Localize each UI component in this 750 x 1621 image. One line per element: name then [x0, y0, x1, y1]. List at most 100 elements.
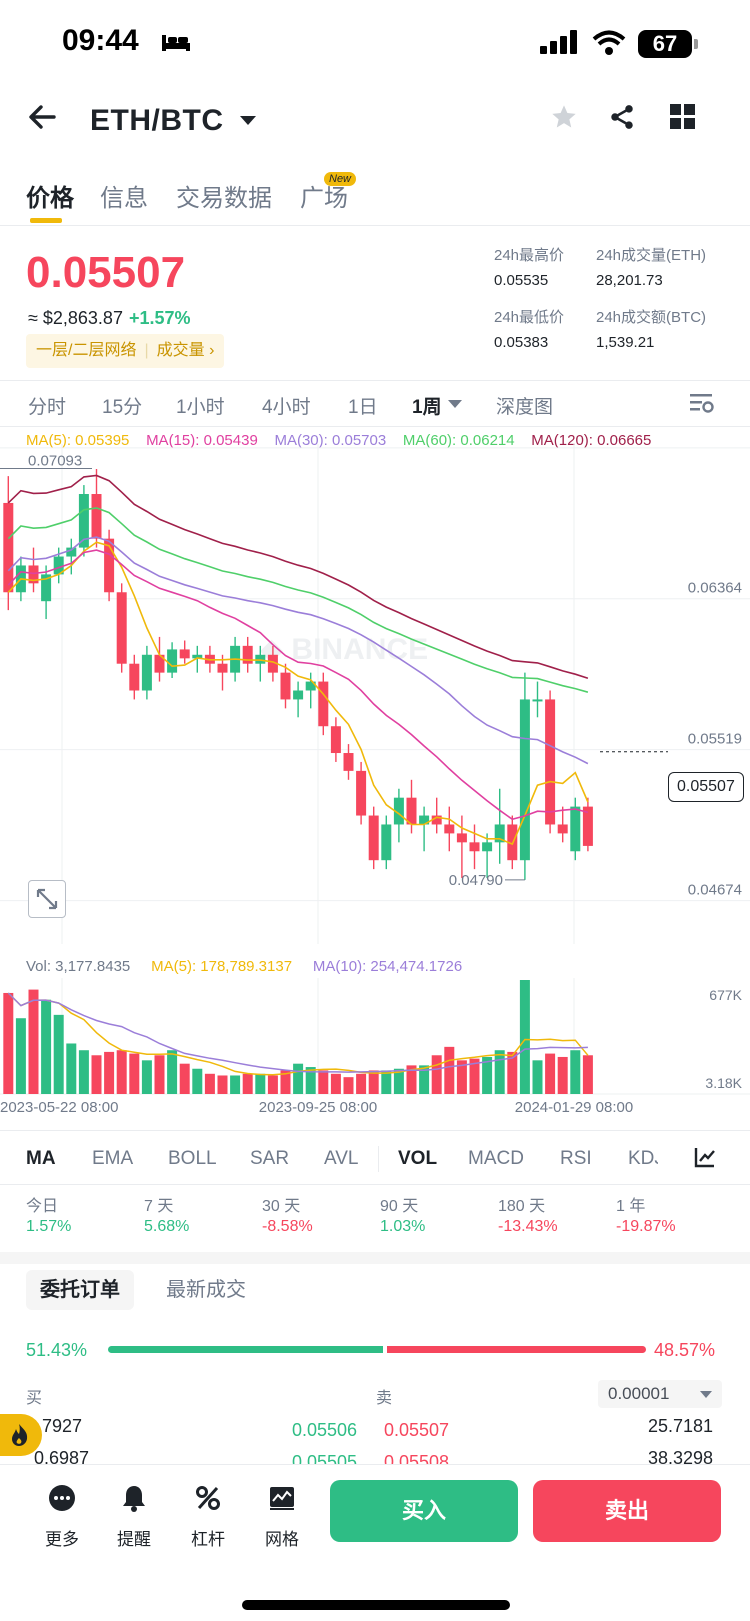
- pair-title[interactable]: ETH/BTC: [90, 104, 224, 137]
- indicator-kdj[interactable]: KDJ: [628, 1148, 658, 1169]
- alert-button[interactable]: 提醒: [104, 1484, 164, 1550]
- ma30-legend: MA(30): 0.05703: [274, 432, 387, 449]
- candle-body: [570, 806, 581, 852]
- indicator-ma[interactable]: MA: [26, 1148, 56, 1169]
- leverage-button[interactable]: 杠杆: [178, 1484, 238, 1550]
- tab-order-book[interactable]: 委托订单: [26, 1270, 134, 1310]
- bid-qty: 0.6987: [34, 1448, 90, 1468]
- volume-bar: [356, 1073, 367, 1094]
- ma120-legend: MA(120): 0.06665: [531, 432, 652, 449]
- grid-label[interactable]: 网格: [265, 1530, 299, 1549]
- ask-qty: 38.3298: [648, 1448, 714, 1468]
- indicator-ema[interactable]: EMA: [92, 1148, 134, 1169]
- volume-bar: [3, 992, 14, 1094]
- interval-dropdown-icon[interactable]: [448, 400, 462, 408]
- volume-bar: [444, 1046, 455, 1094]
- candle-body: [91, 494, 102, 539]
- volume-bar: [230, 1075, 241, 1094]
- candle-body: [532, 699, 543, 702]
- interval-depth[interactable]: 深度图: [496, 397, 554, 418]
- current-price-tag: 0.05507: [668, 772, 744, 802]
- alert-label[interactable]: 提醒: [117, 1530, 151, 1549]
- grid-layout-icon[interactable]: [670, 104, 696, 135]
- chart-settings-icon[interactable]: [690, 392, 714, 419]
- volume-bar: [217, 1075, 228, 1094]
- sleep-focus-icon: [162, 33, 190, 58]
- watermark: ◆ BINANCE: [260, 633, 428, 666]
- interval-1w[interactable]: 1周: [412, 397, 442, 418]
- more-label[interactable]: 更多: [45, 1530, 79, 1549]
- back-arrow-icon[interactable]: [28, 104, 56, 135]
- perf-value: -8.58%: [262, 1218, 313, 1235]
- tab-square[interactable]: 广场: [300, 185, 348, 212]
- tab-info[interactable]: 信息: [100, 185, 148, 212]
- interval-1h[interactable]: 1小时: [176, 397, 225, 418]
- low-label: 24h最低价: [494, 309, 565, 326]
- star-favorite-icon[interactable]: [550, 103, 578, 136]
- fire-icon[interactable]: [0, 1414, 42, 1456]
- tab-trading-data[interactable]: 交易数据: [176, 185, 272, 212]
- vol-btc-value: 1,539.21: [596, 334, 655, 351]
- candle-body: [494, 824, 505, 843]
- volume-ma-line: [7, 992, 588, 1073]
- volume-bar: [368, 1070, 379, 1094]
- last-price: 0.05507: [26, 248, 186, 297]
- interval-line[interactable]: 分时: [28, 397, 67, 418]
- indicator-boll[interactable]: BOLL: [168, 1148, 217, 1169]
- indicator-rsi[interactable]: RSI: [560, 1148, 592, 1169]
- indicator-avl[interactable]: AVL: [324, 1148, 359, 1169]
- interval-1d[interactable]: 1日: [348, 397, 378, 418]
- status-time: 09:44: [62, 24, 139, 57]
- chip-network-label[interactable]: 一层/二层网络: [36, 342, 137, 359]
- candle-body: [393, 797, 404, 825]
- indicator-settings-icon[interactable]: [694, 1146, 716, 1173]
- share-icon[interactable]: [608, 103, 636, 136]
- indicator-sar[interactable]: SAR: [250, 1148, 290, 1169]
- tick-size-select[interactable]: 0.00001: [598, 1380, 722, 1408]
- volume-bar: [494, 1050, 505, 1094]
- candle-body: [557, 824, 568, 834]
- candle-body: [104, 538, 115, 593]
- bid-price[interactable]: 0.05506: [292, 1420, 358, 1440]
- perf-label: 180 天: [498, 1198, 546, 1215]
- ma-line: [7, 549, 589, 821]
- fullscreen-icon[interactable]: [28, 880, 66, 918]
- leverage-label[interactable]: 杠杆: [191, 1530, 225, 1549]
- time-axis-label: 2023-05-22 08:00: [0, 1099, 118, 1116]
- grid-button[interactable]: 网格: [252, 1484, 312, 1550]
- more-button[interactable]: 更多: [32, 1484, 92, 1550]
- volume-bar: [507, 1051, 518, 1094]
- indicator-vol[interactable]: VOL: [398, 1148, 438, 1169]
- pair-dropdown-icon[interactable]: [240, 116, 256, 125]
- volume-bar: [406, 1065, 417, 1094]
- volume-bar: [267, 1075, 278, 1094]
- volume-chart[interactable]: 677K 3.18K 2023-05-22 08:00 2023-09-25 08:0…: [0, 978, 750, 1118]
- sell-button[interactable]: 卖出: [533, 1480, 721, 1542]
- grid-bot-icon: [270, 1487, 294, 1510]
- ask-price[interactable]: 0.05507: [384, 1420, 450, 1440]
- volume-bar: [431, 1055, 442, 1094]
- candle-body: [280, 672, 291, 700]
- chip-volume-label[interactable]: 成交量: [156, 342, 205, 359]
- volume-bar: [78, 1050, 89, 1094]
- ma15-legend: MA(15): 0.05439: [146, 432, 258, 449]
- vol-eth-label: 24h成交量(ETH): [596, 247, 707, 264]
- percent-icon: [196, 1486, 220, 1510]
- buy-ratio-bar: [108, 1346, 383, 1353]
- candlestick-chart[interactable]: ◆ BINANCE 0.07208 0.06364 0.05519 0.04674 0.…: [0, 444, 750, 944]
- candle-body: [305, 681, 316, 691]
- active-tab-indicator: [30, 218, 62, 223]
- candle-body: [444, 824, 455, 834]
- tab-price[interactable]: 价格: [26, 185, 74, 212]
- buy-button[interactable]: 买入: [330, 1480, 518, 1542]
- time-axis-label: 2023-09-25 08:00: [259, 1099, 377, 1116]
- ma-line: [7, 507, 589, 693]
- candle-body: [381, 824, 392, 861]
- indicator-macd[interactable]: MACD: [468, 1148, 524, 1169]
- interval-15m[interactable]: 15分: [102, 397, 143, 418]
- interval-4h[interactable]: 4小时: [262, 397, 311, 418]
- tab-recent-trades[interactable]: 最新成交: [166, 1279, 246, 1301]
- volume-bar: [242, 1073, 253, 1094]
- tag-chip[interactable]: 一层/二层网络 | 成交量 ›: [26, 334, 225, 368]
- volume-bar: [545, 1053, 556, 1094]
